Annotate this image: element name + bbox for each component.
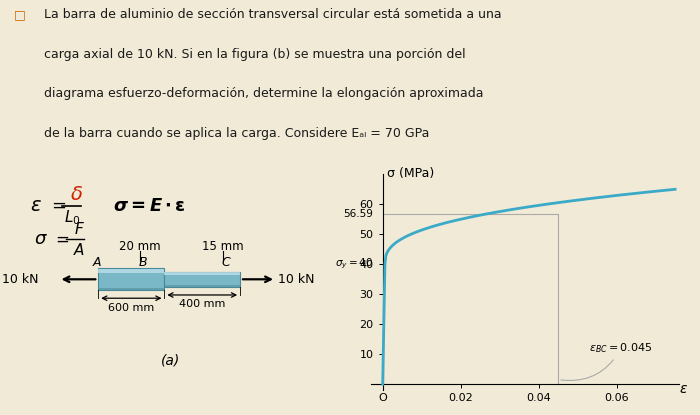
- Text: (a): (a): [160, 353, 180, 367]
- Text: 10 kN: 10 kN: [278, 273, 314, 286]
- Text: σ (MPa): σ (MPa): [386, 167, 434, 180]
- Text: 20 mm: 20 mm: [119, 240, 161, 254]
- Bar: [98, 269, 164, 290]
- Text: $A$: $A$: [73, 242, 85, 258]
- Text: B: B: [139, 256, 148, 269]
- Bar: [98, 288, 164, 290]
- Text: carga axial de 10 kN. Si en la figura (b) se muestra una porción del: carga axial de 10 kN. Si en la figura (b…: [44, 48, 466, 61]
- Text: =: =: [55, 230, 69, 249]
- Text: $\boldsymbol{\sigma = E \cdot \varepsilon}$: $\boldsymbol{\sigma = E \cdot \varepsilo…: [113, 197, 186, 215]
- Text: 600 mm: 600 mm: [108, 303, 155, 312]
- Text: 56.59: 56.59: [343, 210, 373, 220]
- Text: C: C: [221, 256, 230, 269]
- Text: diagrama esfuerzo-deformación, determine la elongación aproximada: diagrama esfuerzo-deformación, determine…: [44, 87, 484, 100]
- Text: A: A: [92, 256, 101, 269]
- Bar: [164, 285, 240, 287]
- Text: □: □: [14, 8, 26, 21]
- Text: $\varepsilon_{BC} = 0.045$: $\varepsilon_{BC} = 0.045$: [561, 341, 653, 381]
- Text: (b): (b): [521, 414, 540, 415]
- Text: de la barra cuando se aplica la carga. Considere Eₐₗ = 70 GPa: de la barra cuando se aplica la carga. C…: [44, 127, 430, 139]
- Text: $\delta$: $\delta$: [70, 185, 83, 204]
- Text: 400 mm: 400 mm: [179, 300, 225, 310]
- Bar: [164, 272, 240, 275]
- Text: $\sigma$: $\sigma$: [34, 230, 48, 249]
- Text: 10 kN: 10 kN: [2, 273, 38, 286]
- Text: $F$: $F$: [74, 221, 85, 237]
- Text: ε: ε: [679, 382, 687, 395]
- Text: =: =: [51, 197, 66, 215]
- Text: $\sigma_y = 40$: $\sigma_y = 40$: [335, 257, 373, 271]
- Text: 15 mm: 15 mm: [202, 240, 244, 254]
- Text: $\epsilon$: $\epsilon$: [30, 196, 42, 215]
- Text: $L_0$: $L_0$: [64, 208, 80, 227]
- Bar: [164, 271, 240, 287]
- Bar: [98, 269, 164, 273]
- Text: La barra de aluminio de sección transversal circular está sometida a una: La barra de aluminio de sección transver…: [44, 8, 502, 21]
